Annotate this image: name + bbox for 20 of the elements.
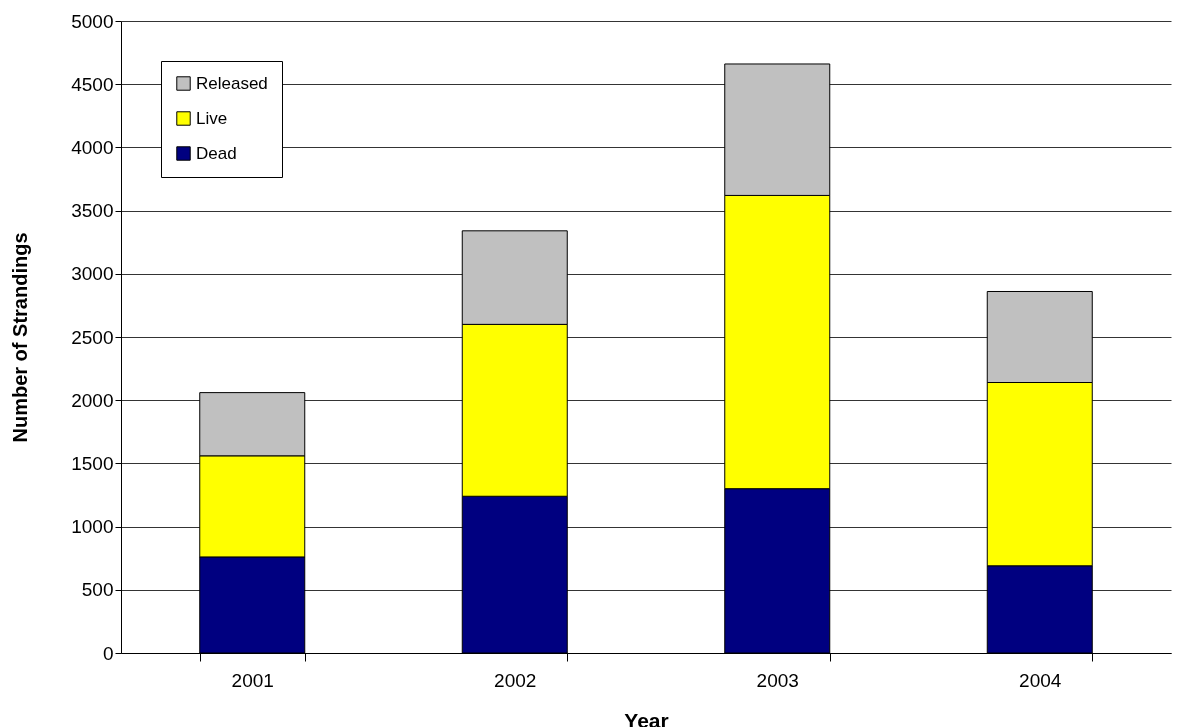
x-axis-title: Year (624, 708, 669, 727)
y-tick-label: 1000 (71, 516, 114, 538)
x-tick-label: 2004 (1019, 669, 1062, 691)
y-tick-label: 2000 (71, 389, 114, 411)
y-tick-label: 5000 (71, 10, 114, 32)
x-tick-label: 2003 (756, 669, 799, 691)
x-tick-label: 2002 (494, 669, 537, 691)
y-tick-label: 4500 (71, 73, 114, 95)
y-tick-label: 3000 (71, 263, 114, 285)
y-tick-label: 0 (102, 642, 114, 664)
y-tick-label: 2500 (71, 326, 114, 348)
y-axis-title: Number of Strandings (9, 232, 32, 443)
y-tick-label: 3500 (71, 200, 114, 222)
x-tick-label: 2001 (231, 669, 274, 691)
legend-label: Live (196, 108, 228, 128)
legend-label: Released (196, 73, 268, 93)
legend-label: Dead (196, 143, 237, 163)
y-tick-label: 1500 (71, 452, 114, 474)
y-tick-label: 4000 (71, 136, 114, 158)
y-tick-label: 500 (81, 579, 114, 601)
